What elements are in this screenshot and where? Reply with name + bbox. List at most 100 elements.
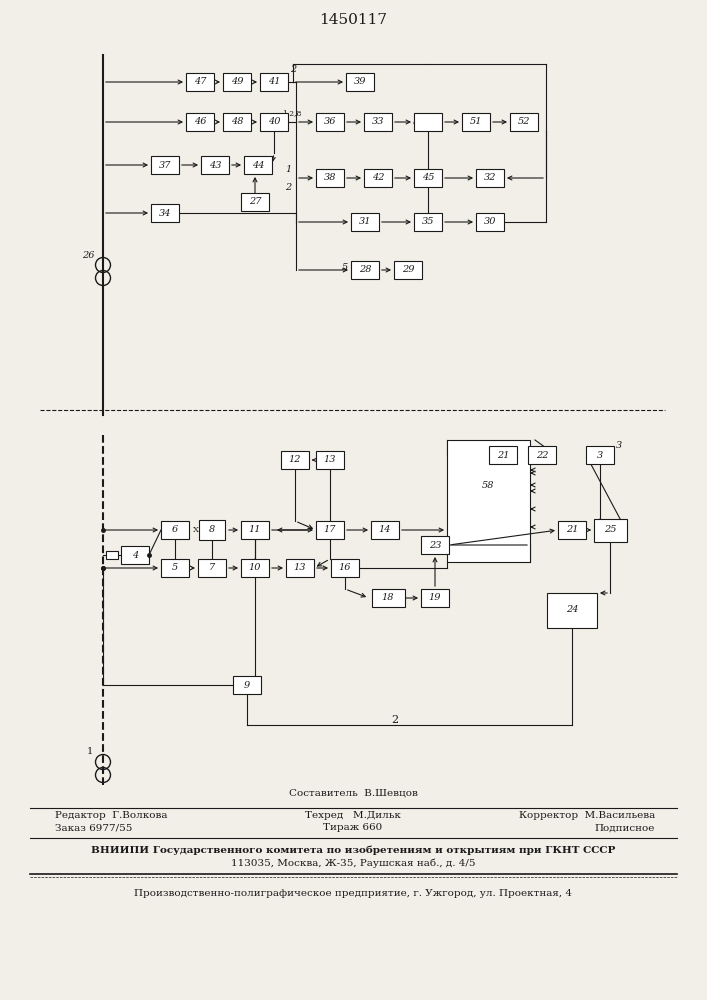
Text: 1,2,8: 1,2,8 [282, 109, 302, 117]
Bar [260, 113, 288, 131]
Text: 48: 48 [230, 117, 243, 126]
Text: X: X [193, 526, 199, 534]
Text: 31: 31 [358, 218, 371, 227]
Text: 37: 37 [159, 160, 171, 169]
Bar [364, 113, 392, 131]
Text: Подписное: Подписное [595, 824, 655, 832]
Text: 4: 4 [132, 550, 138, 560]
Bar [244, 156, 272, 174]
Bar [414, 113, 442, 131]
Bar [241, 521, 269, 539]
Bar [316, 169, 344, 187]
Text: 3: 3 [597, 450, 603, 460]
Text: ВНИИПИ Государственного комитета по изобретениям и открытиям при ГКНТ СССР: ВНИИПИ Государственного комитета по изоб… [90, 845, 615, 855]
Text: 45: 45 [422, 174, 434, 182]
Text: Техред   М.Дильк: Техред М.Дильк [305, 810, 401, 820]
Text: 27: 27 [249, 198, 262, 207]
Text: 49: 49 [230, 78, 243, 87]
Text: 52: 52 [518, 117, 530, 126]
Text: 2: 2 [290, 66, 296, 75]
Bar [462, 113, 490, 131]
Bar [593, 518, 626, 542]
Text: 42: 42 [372, 174, 384, 182]
Bar [281, 451, 309, 469]
Text: 5: 5 [342, 262, 348, 271]
Text: 58: 58 [482, 482, 495, 490]
Text: 46: 46 [194, 117, 206, 126]
Text: Составитель  В.Шевцов: Составитель В.Шевцов [288, 788, 417, 798]
Text: 30: 30 [484, 218, 496, 227]
Text: 3: 3 [616, 440, 622, 450]
Text: 13: 13 [293, 564, 306, 572]
Text: 50: 50 [413, 117, 425, 126]
Text: 38: 38 [324, 174, 337, 182]
Bar [528, 446, 556, 464]
Text: 7: 7 [209, 564, 215, 572]
Text: 34: 34 [159, 209, 171, 218]
Bar [476, 169, 504, 187]
Text: 47: 47 [194, 78, 206, 87]
Text: Тираж 660: Тираж 660 [323, 824, 382, 832]
Text: 18: 18 [382, 593, 395, 602]
Text: 51: 51 [469, 117, 482, 126]
Text: 36: 36 [324, 117, 337, 126]
Text: 43: 43 [209, 160, 221, 169]
Bar [223, 73, 251, 91]
Text: 23: 23 [428, 540, 441, 550]
Text: 22: 22 [536, 450, 548, 460]
Text: 1450117: 1450117 [319, 13, 387, 27]
Text: 44: 44 [252, 160, 264, 169]
Text: 13: 13 [324, 456, 337, 464]
Text: 2: 2 [392, 715, 399, 725]
Bar [161, 521, 189, 539]
Text: 1: 1 [285, 164, 291, 174]
Bar [241, 193, 269, 211]
Bar [364, 169, 392, 187]
Text: 28: 28 [358, 265, 371, 274]
Bar [558, 521, 586, 539]
Text: 39: 39 [354, 78, 366, 87]
Bar [151, 204, 179, 222]
Text: 1: 1 [87, 748, 93, 756]
Bar [394, 261, 422, 279]
Bar [186, 73, 214, 91]
Text: 40: 40 [268, 117, 280, 126]
Bar [199, 520, 225, 540]
Bar [586, 446, 614, 464]
Bar [331, 559, 359, 577]
Text: 35: 35 [422, 218, 434, 227]
Text: 16: 16 [339, 564, 351, 572]
Bar [241, 559, 269, 577]
Bar [223, 113, 251, 131]
Bar [351, 261, 379, 279]
Bar [351, 213, 379, 231]
Text: 2: 2 [285, 184, 291, 192]
Text: 113035, Москва, Ж-35, Раушская наб., д. 4/5: 113035, Москва, Ж-35, Раушская наб., д. … [230, 858, 475, 868]
Bar [371, 589, 404, 607]
Text: 32: 32 [484, 174, 496, 182]
Text: 17: 17 [324, 526, 337, 534]
Bar [286, 559, 314, 577]
Text: 9: 9 [244, 680, 250, 690]
Text: 26: 26 [82, 250, 94, 259]
Text: 8: 8 [209, 526, 215, 534]
Text: Редактор  Г.Волкова: Редактор Г.Волкова [55, 810, 168, 820]
Bar [510, 113, 538, 131]
Bar [547, 592, 597, 628]
Text: 41: 41 [268, 78, 280, 87]
Bar [489, 446, 517, 464]
Text: 33: 33 [372, 117, 384, 126]
Bar [106, 551, 118, 559]
Text: 14: 14 [379, 526, 391, 534]
Bar [316, 113, 344, 131]
Text: 10: 10 [249, 564, 262, 572]
Bar [421, 536, 449, 554]
Text: 21: 21 [497, 450, 509, 460]
Bar [421, 589, 449, 607]
Text: 29: 29 [402, 265, 414, 274]
Text: Заказ 6977/55: Заказ 6977/55 [55, 824, 132, 832]
Text: Производственно-полиграфическое предприятие, г. Ужгород, ул. Проектная, 4: Производственно-полиграфическое предприя… [134, 888, 572, 898]
Text: 12: 12 [288, 456, 301, 464]
Bar [371, 521, 399, 539]
Bar [414, 213, 442, 231]
